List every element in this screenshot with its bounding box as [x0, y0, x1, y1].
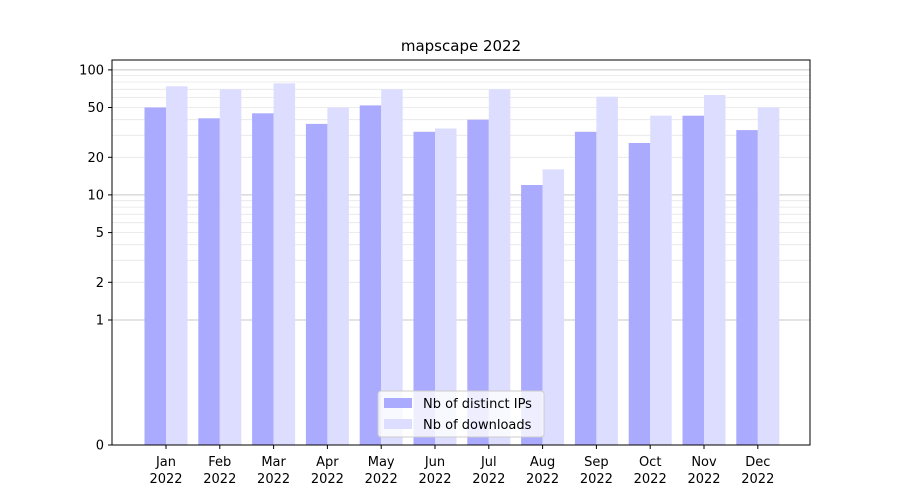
x-tick-label-month: Apr [316, 455, 339, 470]
x-tick-label-month: Mar [261, 455, 286, 470]
bar-distinct-ips [574, 131, 597, 446]
x-tick-label-month: Sep [584, 455, 609, 470]
legend-swatch [384, 398, 412, 408]
y-tick-label: 50 [87, 101, 104, 116]
y-tick-label: 5 [96, 226, 104, 241]
x-tick-label-month: Aug [530, 455, 555, 470]
x-tick-label-year: 2022 [526, 472, 559, 487]
y-tick-label: 2 [96, 276, 104, 291]
bar-downloads [596, 96, 618, 445]
y-tick-label: 10 [87, 188, 104, 203]
x-tick-label-month: Jul [480, 455, 497, 470]
legend-box [377, 390, 545, 438]
y-tick-label: 100 [79, 63, 104, 78]
bar-downloads [704, 95, 726, 445]
x-tick-label-year: 2022 [365, 472, 398, 487]
y-tick-label: 20 [87, 151, 104, 166]
chart-title: mapscape 2022 [401, 37, 521, 55]
bar-downloads [542, 169, 565, 445]
bar-distinct-ips [252, 113, 274, 446]
bar-distinct-ips [413, 131, 435, 446]
bar-downloads [381, 89, 403, 446]
x-tick-label-year: 2022 [580, 472, 613, 487]
bar-downloads [273, 83, 296, 446]
x-tick-label-month: Dec [745, 455, 770, 470]
legend-swatch [384, 419, 412, 429]
x-tick-label-month: Oct [639, 455, 661, 470]
x-tick-label-month: Nov [691, 455, 717, 470]
bar-downloads [650, 115, 672, 445]
bar-downloads [757, 107, 780, 445]
bar-downloads [435, 128, 457, 445]
x-tick-label-month: Jan [155, 455, 176, 470]
x-tick-label-year: 2022 [203, 472, 236, 487]
bar-distinct-ips [305, 123, 328, 446]
bar-distinct-ips [359, 105, 382, 446]
x-tick-label-year: 2022 [687, 472, 720, 487]
bar-distinct-ips [682, 115, 704, 445]
x-tick-label-month: Feb [208, 455, 231, 470]
bar-distinct-ips [467, 119, 489, 445]
bar-distinct-ips [628, 143, 651, 445]
x-tick-label-year: 2022 [311, 472, 344, 487]
x-tick-label-year: 2022 [472, 472, 505, 487]
legend-label: Nb of downloads [423, 418, 532, 433]
x-tick-label-year: 2022 [149, 472, 182, 487]
bar-distinct-ips [198, 118, 220, 446]
y-tick-label: 1 [96, 314, 104, 329]
bar-distinct-ips [736, 130, 758, 445]
plot-frame [111, 59, 811, 446]
bar-distinct-ips [144, 107, 166, 445]
x-tick-label-month: May [368, 455, 395, 470]
bar-downloads [327, 107, 349, 445]
bar-downloads [219, 89, 242, 446]
bar-downloads [488, 89, 511, 446]
legend: Nb of distinct IPs Nb of downloads [377, 390, 545, 438]
x-tick-label-year: 2022 [418, 472, 451, 487]
x-tick-label-year: 2022 [741, 472, 774, 487]
x-tick-label-month: Jun [424, 455, 445, 470]
y-tick-label: 0 [96, 439, 104, 454]
x-tick-label-year: 2022 [634, 472, 667, 487]
x-tick-label-year: 2022 [257, 472, 290, 487]
bar-downloads [166, 86, 188, 446]
bar-distinct-ips [521, 185, 543, 445]
legend-label: Nb of distinct IPs [423, 397, 532, 412]
